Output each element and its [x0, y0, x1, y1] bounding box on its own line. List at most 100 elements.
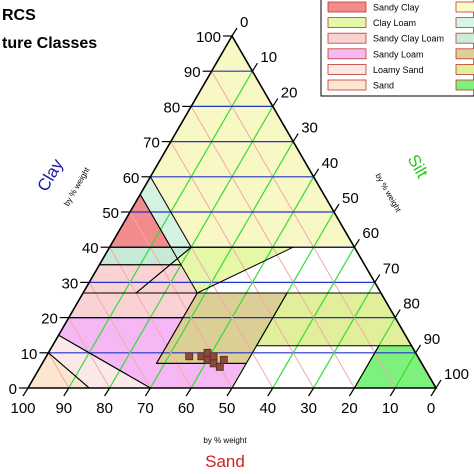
legend-swatch-3	[327, 32, 367, 44]
silt-tick-mark-40	[313, 168, 320, 178]
sand-tick-0: 0	[427, 400, 435, 417]
sand-tick-mark-30	[308, 387, 315, 397]
sand-tick-mark-90	[63, 387, 70, 397]
silt-tick-100: 100	[444, 366, 469, 383]
sand-grid-70	[88, 282, 151, 389]
silt-axis-title: Silt	[404, 151, 432, 181]
silt-tick-mark-90	[415, 344, 422, 354]
data-point-1	[185, 352, 194, 361]
legend-extra-swatch-4	[455, 48, 474, 60]
data-points	[185, 348, 228, 371]
clay-tick-90: 90	[184, 64, 201, 81]
legend-swatch-1	[327, 1, 367, 13]
sand-tick-mark-80	[104, 387, 111, 397]
silt-grid-90	[394, 352, 417, 389]
clay-tick-70: 70	[143, 135, 160, 152]
legend-label-1: Sandy Clay	[373, 3, 420, 13]
silt-tick-40: 40	[322, 155, 339, 172]
clay-tick-100: 100	[196, 29, 221, 46]
clay-tick-40: 40	[82, 240, 99, 257]
title-line-1: RCS	[2, 7, 36, 24]
silt-tick-mark-80	[394, 309, 401, 318]
silt-tick-0: 0	[240, 14, 248, 31]
sand-grid-10	[211, 70, 396, 389]
sand-tick-mark-40	[267, 387, 274, 397]
silt-tick-mark-30	[292, 133, 299, 142]
silt-grid-30	[149, 141, 294, 389]
silt-grid-60	[272, 246, 355, 389]
sand-tick-mark-60	[185, 387, 192, 397]
sand-axis-title: Sand	[205, 452, 245, 471]
clay-tick-0: 0	[9, 381, 17, 398]
silt-axis-unit: by % weight	[373, 172, 403, 215]
sand-tick-80: 80	[96, 400, 113, 417]
sand-tick-10: 10	[382, 400, 399, 417]
silt-tick-mark-0	[231, 27, 238, 37]
silt-tick-mark-20	[272, 98, 279, 107]
silt-tick-20: 20	[281, 84, 298, 101]
silt-tick-mark-50	[333, 203, 340, 213]
legend-label-6: Sand	[373, 81, 394, 91]
legend: Sandy Clay Clay Loam Sandy Clay Loam Sandy …	[320, 0, 474, 97]
clay-tick-80: 80	[164, 99, 181, 116]
legend-label-2: Clay Loam	[373, 18, 416, 28]
sand-tick-100: 100	[10, 400, 35, 417]
sand-tick-40: 40	[259, 400, 276, 417]
sand-tick-30: 30	[300, 400, 317, 417]
tick-labels: 0 0 0 10 10 10 20 20 20 30 30 30 40 40 40 50 50 50 60 60 60 7…	[9, 14, 469, 417]
sand-grid-30	[170, 141, 315, 389]
silt-tick-mark-100	[435, 379, 442, 389]
sand-tick-mark-50	[226, 387, 233, 397]
data-point-5	[209, 352, 218, 361]
clay-axis-label: Clay by % weight	[34, 155, 92, 207]
sand-tick-20: 20	[341, 400, 358, 417]
clay-axis-unit: by % weight	[62, 165, 92, 208]
silt-tick-80: 80	[403, 296, 420, 313]
sand-tick-mark-100	[22, 387, 29, 397]
sand-tick-90: 90	[55, 400, 72, 417]
legend-extra-swatch-3	[455, 32, 474, 44]
sand-tick-70: 70	[137, 400, 154, 417]
sand-axis-label: by % weight Sand	[203, 436, 247, 471]
clay-tick-10: 10	[21, 346, 38, 363]
sand-tick-mark-0	[430, 387, 437, 397]
sand-tick-50: 50	[219, 400, 236, 417]
legend-swatch-4	[327, 48, 367, 60]
title-line-2: ture Classes	[2, 35, 97, 52]
region-loam	[156, 293, 288, 364]
silt-tick-70: 70	[383, 260, 400, 277]
sand-tick-60: 60	[178, 400, 195, 417]
sand-tick-mark-20	[348, 387, 355, 397]
silt-tick-90: 90	[424, 331, 441, 348]
legend-label-4: Sandy Loam	[373, 49, 424, 59]
silt-tick-mark-70	[374, 274, 381, 283]
sand-grid-90	[47, 352, 70, 389]
data-point-8	[215, 362, 224, 371]
silt-tick-mark-10	[251, 62, 258, 72]
chart-title: RCS ture Classes	[2, 7, 97, 52]
clay-axis-title: Clay	[34, 155, 68, 194]
legend-swatch-5	[327, 64, 367, 75]
sand-tick-mark-70	[144, 387, 151, 397]
data-point-7	[219, 355, 228, 364]
legend-label-3: Sandy Clay Loam	[373, 34, 444, 44]
sand-axis-unit: by % weight	[203, 436, 247, 445]
legend-extra-swatch-6	[455, 79, 474, 91]
silt-tick-10: 10	[260, 49, 277, 66]
legend-swatch-6	[327, 79, 367, 91]
silt-axis-label: Silt by % weight	[373, 151, 432, 214]
legend-label-5: Loamy Sand	[373, 65, 424, 75]
silt-tick-mark-60	[353, 238, 360, 248]
silt-tick-60: 60	[362, 225, 379, 242]
silt-grid-70	[313, 282, 376, 389]
clay-tick-50: 50	[102, 205, 119, 222]
legend-extra-swatch-5	[455, 64, 474, 75]
clay-tick-30: 30	[62, 275, 79, 292]
clay-tick-20: 20	[41, 311, 58, 328]
legend-extra-swatch-2	[455, 17, 474, 29]
silt-tick-30: 30	[301, 120, 318, 137]
sand-tick-mark-10	[389, 387, 396, 397]
region-sandy-clay-loam	[68, 264, 198, 318]
legend-swatch-2	[327, 17, 367, 29]
